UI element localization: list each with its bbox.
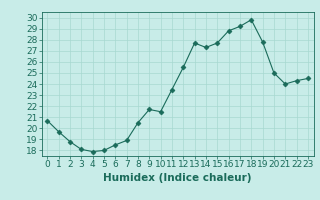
X-axis label: Humidex (Indice chaleur): Humidex (Indice chaleur) <box>103 173 252 183</box>
